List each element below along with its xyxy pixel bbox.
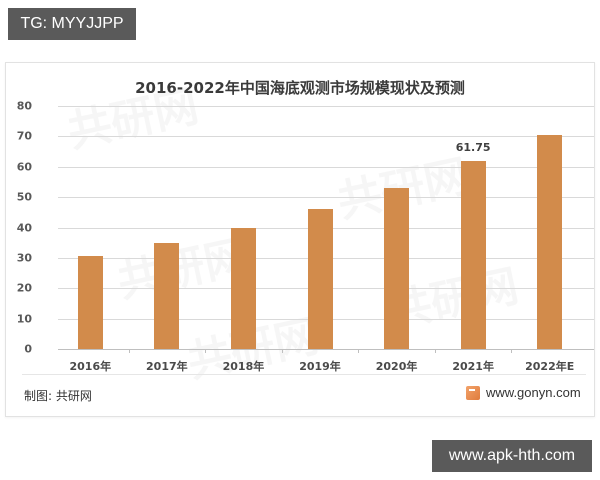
plot-area: 0 10 20 30 40 50 60 70 80 2016年 2017年 2018年 2019年 202… [17, 100, 594, 373]
gonyn-logo-icon [466, 386, 480, 400]
gridline [58, 136, 594, 138]
x-tick-label: 2017年 [146, 360, 188, 373]
gridline [58, 166, 594, 168]
x-axis-line [58, 349, 594, 350]
gridline [58, 106, 594, 107]
chart-source-label: 制图: 共研网 [24, 389, 92, 403]
y-tick-label: 60 [16, 160, 32, 174]
x-tick-mark [281, 349, 283, 353]
y-tick-label: 70 [16, 129, 32, 143]
x-tick-mark [128, 349, 130, 353]
y-tick-label: 20 [16, 281, 32, 295]
x-tick-label: 2018年 [222, 360, 265, 373]
y-tick-label: 40 [16, 221, 32, 234]
footer-divider [22, 374, 586, 375]
bar-value-label: 61.75 [455, 141, 491, 155]
y-tick-label: 50 [16, 190, 32, 204]
gridline [58, 197, 594, 199]
bar [537, 134, 563, 349]
y-tick-label: 30 [16, 251, 32, 265]
chart-title: 2016-2022年中国海底观测市场规模现状及预测 [135, 79, 465, 97]
bar [230, 227, 256, 349]
x-tick-label: 2016年 [69, 360, 112, 373]
bar [384, 188, 410, 349]
x-tick-mark [511, 349, 513, 353]
x-tick-label: 2019年 [299, 360, 341, 373]
bottom-watermark-badge: www.apk-hth.com [432, 440, 592, 472]
bar [460, 161, 486, 349]
y-tick-label: 0 [24, 342, 32, 356]
x-tick-mark [358, 349, 360, 353]
x-tick-mark [434, 349, 436, 353]
bar [77, 256, 103, 349]
x-tick-label: 2022年E [525, 360, 575, 373]
y-tick-label: 80 [16, 99, 32, 113]
x-tick-label: 2021年 [452, 360, 494, 373]
x-tick-label: 2020年 [375, 360, 418, 373]
chart-card: 共研网 共研网 共研网 共研网 共研网 2016-2022年中国海底观测市场规模… [5, 62, 595, 417]
x-tick-mark [205, 349, 207, 353]
y-tick-label: 10 [16, 312, 32, 326]
bar [307, 209, 333, 349]
top-watermark-badge: TG: MYYJJPP [8, 8, 136, 40]
bar [154, 242, 180, 349]
source-url: www.gonyn.com [486, 385, 581, 400]
